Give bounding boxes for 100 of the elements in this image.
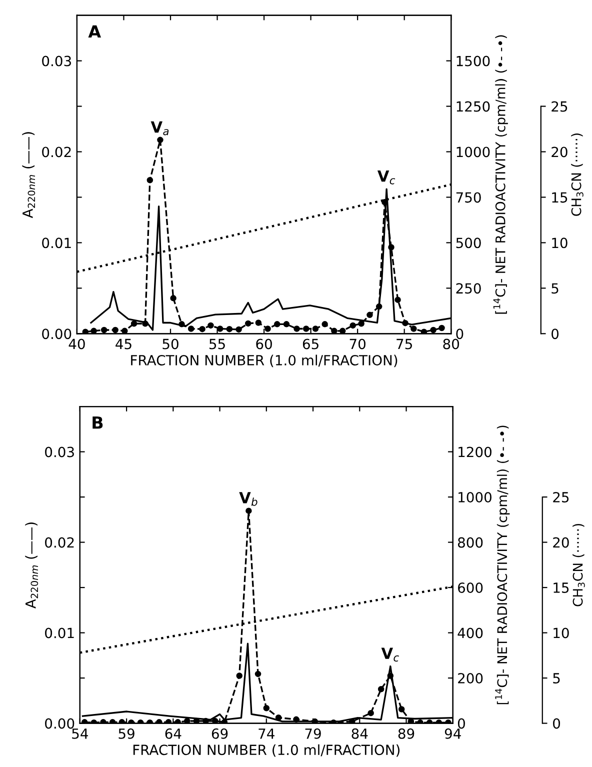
y-tick-label: 0.01 <box>42 238 71 248</box>
point <box>245 320 252 327</box>
y2-tick-label: 500 <box>456 238 481 248</box>
y3-tick-label: 25 <box>553 492 569 502</box>
x-tick-label: 80 <box>443 338 460 350</box>
point <box>208 322 214 329</box>
point <box>188 326 194 332</box>
y3-tick-label: 20 <box>552 146 568 158</box>
y2-tick-label: 0 <box>456 328 464 340</box>
x-tick-label: 94 <box>444 728 461 739</box>
x-tick-label: 69 <box>212 728 228 739</box>
x-tick-label: 89 <box>398 728 414 739</box>
x-tick-label: 59 <box>118 728 134 739</box>
y2-tick-label: 750 <box>456 192 481 203</box>
point <box>112 326 118 334</box>
y2-tick-label: 200 <box>458 672 483 684</box>
x-tick-label: 70 <box>350 338 366 350</box>
y-tick-label: 0.02 <box>42 146 71 158</box>
point <box>146 177 154 184</box>
y2-tick-label: 1200 <box>458 446 492 458</box>
x-tick-label: 55 <box>210 338 225 350</box>
point <box>312 326 319 332</box>
point <box>100 326 108 334</box>
y2-tick-label: 600 <box>458 582 483 593</box>
x-tick-label: 64 <box>165 728 182 739</box>
point <box>122 328 128 334</box>
y3-axis-title: CH$_{3}$CN (······) <box>572 524 585 606</box>
y-axis-title: A$_{220nm}$ (——) <box>25 522 38 608</box>
annotation: A <box>88 25 101 38</box>
point <box>430 326 436 334</box>
point <box>388 244 394 250</box>
point <box>294 326 300 332</box>
y3-axis-title: CH$_{3}$CN (······) <box>571 134 584 216</box>
annotation: V$_{c}$ <box>381 648 399 662</box>
point <box>402 320 408 326</box>
y-tick-label: 0.01 <box>45 628 74 638</box>
x-tick-label: 40 <box>68 338 85 350</box>
annotation: V$_{c}$ <box>377 170 396 184</box>
point <box>358 320 364 327</box>
point <box>366 312 373 318</box>
point <box>339 328 346 334</box>
y2-tick-label: 1500 <box>456 56 490 66</box>
x-tick-label: 60 <box>256 338 272 350</box>
y2-tick-label: 1000 <box>456 146 490 158</box>
point <box>130 320 138 327</box>
point <box>410 326 417 332</box>
point <box>438 324 445 332</box>
x-tick-label: 75 <box>396 338 412 350</box>
point <box>178 321 185 328</box>
x-tick-label: 45 <box>116 338 132 350</box>
point <box>420 328 428 334</box>
point <box>90 328 97 334</box>
x-tick-label: 54 <box>72 728 88 739</box>
x-tick-label: 84 <box>352 728 368 739</box>
point <box>142 320 148 327</box>
y-tick-label: 0.03 <box>42 56 71 66</box>
point <box>157 136 164 144</box>
y3-tick-label: 0 <box>553 718 560 729</box>
point <box>255 320 262 326</box>
y3-tick-label: 15 <box>554 582 569 593</box>
y3-tick-label: 15 <box>552 192 568 203</box>
point <box>376 303 382 310</box>
annotation: B <box>92 416 103 429</box>
point <box>322 321 328 328</box>
y2-axis-title: [$^{14}$C]- NET RADIOACTIVITY (cpm/ml) (•- -•) <box>495 426 510 704</box>
point <box>216 326 224 332</box>
point <box>283 321 290 328</box>
point <box>331 328 338 334</box>
point <box>350 322 356 329</box>
point <box>170 295 176 302</box>
y3-tick-label: 20 <box>553 537 569 548</box>
y3-tick-label: 25 <box>552 101 568 112</box>
y-tick-label: 0.00 <box>42 328 72 340</box>
y-axis-title: A$_{220nm}$ (——) <box>22 132 36 218</box>
x-tick-label: 50 <box>162 338 178 350</box>
annotation: V$_{a}$ <box>150 121 169 136</box>
point <box>274 321 280 328</box>
y2-tick-label: 1250 <box>456 101 490 112</box>
y2-tick-label: 800 <box>458 537 483 548</box>
y2-axis-title: [$^{14}$C]- NET RADIOACTIVITY (cpm/ml) (•- -•) <box>493 35 508 314</box>
x-tick-label: 74 <box>258 728 274 739</box>
y2-tick-label: 1000 <box>458 492 492 502</box>
y-tick-label: 0.03 <box>45 446 74 458</box>
y3-tick-label: 10 <box>552 238 568 248</box>
annotation: V$_{b}$ <box>239 492 258 506</box>
x-tick-label: 79 <box>305 728 321 739</box>
y2-tick-label: 0 <box>458 718 465 729</box>
point <box>82 328 89 334</box>
x-tick-label: 65 <box>302 338 318 350</box>
y-tick-label: 0.00 <box>45 718 74 729</box>
point <box>264 326 271 332</box>
point <box>226 326 233 332</box>
x-axis-title: FRACTION NUMBER (1.0 ml/FRACTION) <box>131 354 398 368</box>
point <box>199 326 206 332</box>
y-tick-label: 0.02 <box>45 537 74 548</box>
y3-tick-label: 5 <box>553 673 560 684</box>
y2-tick-label: 250 <box>456 283 481 294</box>
y3-tick-label: 0 <box>552 328 559 340</box>
y3-tick-label: 10 <box>554 628 569 638</box>
y3-tick-label: 5 <box>552 283 558 294</box>
